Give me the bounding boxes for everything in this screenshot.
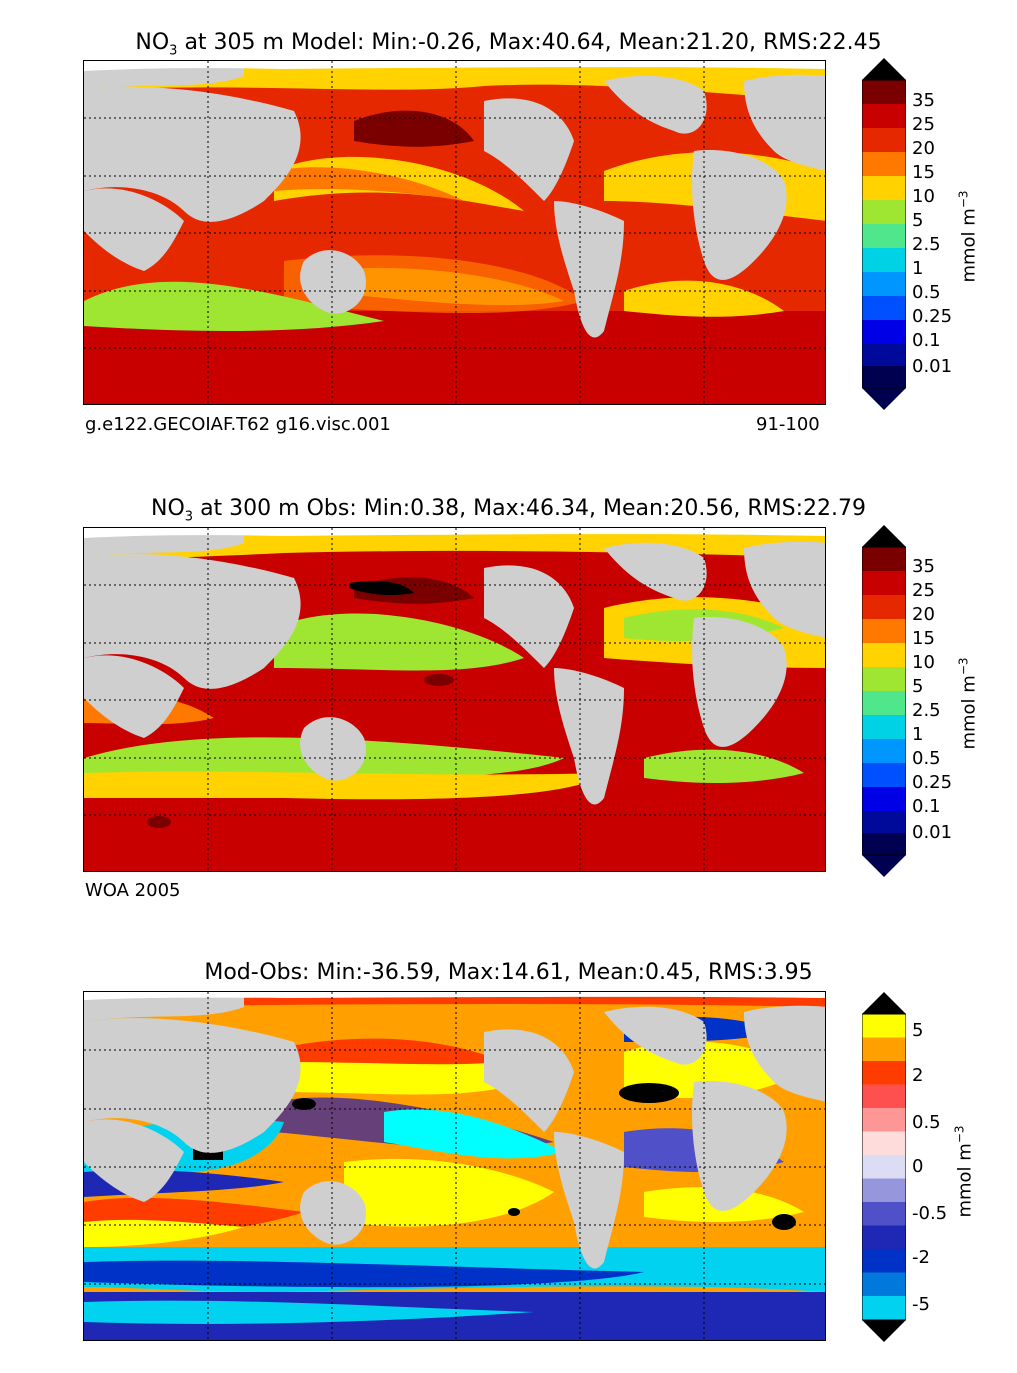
cbar2-label-0-1: 0.1 bbox=[912, 796, 941, 817]
cbar1-label-10: 10 bbox=[912, 186, 935, 207]
cbar3-label-neg0-5: -0.5 bbox=[912, 1203, 948, 1224]
cbar1-label-1: 1 bbox=[912, 258, 924, 279]
cbar2-label-2-5: 2.5 bbox=[912, 700, 941, 721]
cbar2-label-0-5: 0.5 bbox=[912, 748, 941, 769]
panel2-title-prefix: NO bbox=[151, 496, 185, 521]
panel2-footnote-left: WOA 2005 bbox=[85, 880, 181, 901]
obs-map-svg bbox=[84, 528, 825, 871]
cbar2-label-10: 10 bbox=[912, 652, 935, 673]
panel1-title: NO3 at 305 m Model: Min:-0.26, Max:40.64… bbox=[0, 30, 1017, 64]
cbar2-label-0-01: 0.01 bbox=[912, 822, 953, 843]
cbar1-label-0-01: 0.01 bbox=[912, 356, 953, 377]
cbar2-label-20: 20 bbox=[912, 604, 935, 625]
panel1-title-rest: at 305 m Model: Min:-0.26, Max:40.64, Me… bbox=[177, 30, 882, 55]
cbar3-label-2: 2 bbox=[912, 1065, 924, 1086]
obs-map bbox=[83, 527, 826, 872]
diff-map-svg bbox=[84, 992, 825, 1340]
model-map bbox=[83, 60, 826, 405]
cbar1-label-0-5: 0.5 bbox=[912, 282, 941, 303]
cbar2-label-35: 35 bbox=[912, 556, 935, 577]
colorbar-obs-unit: mmol m−3 bbox=[956, 657, 980, 750]
cbar3-label-5: 5 bbox=[912, 1020, 924, 1041]
panel3-title-text: Mod-Obs: Min:-36.59, Max:14.61, Mean:0.4… bbox=[204, 960, 813, 985]
cbar3-label-neg2: -2 bbox=[912, 1247, 930, 1268]
cbar1-label-5: 5 bbox=[912, 210, 924, 231]
cbar1-label-15: 15 bbox=[912, 162, 935, 183]
cbar1-label-2-5: 2.5 bbox=[912, 234, 941, 255]
panel3-title: Mod-Obs: Min:-36.59, Max:14.61, Mean:0.4… bbox=[0, 960, 1017, 986]
panel2-title-sub: 3 bbox=[184, 509, 194, 525]
colorbar-diff-unit: mmol m−3 bbox=[952, 1125, 976, 1218]
panel1-title-prefix: NO bbox=[135, 30, 170, 55]
cbar1-label-0-25: 0.25 bbox=[912, 306, 953, 327]
cbar3-label-0-5: 0.5 bbox=[912, 1112, 941, 1133]
colorbar-model-unit: mmol m−3 bbox=[956, 190, 980, 283]
panel1-footnote-left: g.e122.GECOIAF.T62 g16.visc.001 bbox=[85, 414, 391, 435]
cbar2-label-0-25: 0.25 bbox=[912, 772, 953, 793]
model-map-svg bbox=[84, 61, 825, 404]
panel1-title-sub: 3 bbox=[169, 43, 178, 59]
colorbar-model bbox=[862, 58, 906, 410]
cbar1-label-25: 25 bbox=[912, 114, 935, 135]
cbar2-label-25: 25 bbox=[912, 580, 935, 601]
cbar1-label-20: 20 bbox=[912, 138, 935, 159]
cbar1-label-0-1: 0.1 bbox=[912, 330, 941, 351]
cbar2-label-15: 15 bbox=[912, 628, 935, 649]
cbar2-label-5: 5 bbox=[912, 676, 924, 697]
panel2-title: NO3 at 300 m Obs: Min:0.38, Max:46.34, M… bbox=[0, 496, 1017, 530]
colorbar-obs bbox=[862, 525, 906, 877]
colorbar-diff bbox=[862, 992, 906, 1342]
panel2-title-rest: at 300 m Obs: Min:0.38, Max:46.34, Mean:… bbox=[193, 496, 866, 521]
cbar2-label-1: 1 bbox=[912, 724, 924, 745]
cbar3-label-neg5: -5 bbox=[912, 1294, 930, 1315]
panel1-footnote-right: 91-100 bbox=[756, 414, 820, 435]
cbar1-label-35: 35 bbox=[912, 90, 935, 111]
cbar3-label-0: 0 bbox=[912, 1156, 924, 1177]
diff-map bbox=[83, 991, 826, 1341]
